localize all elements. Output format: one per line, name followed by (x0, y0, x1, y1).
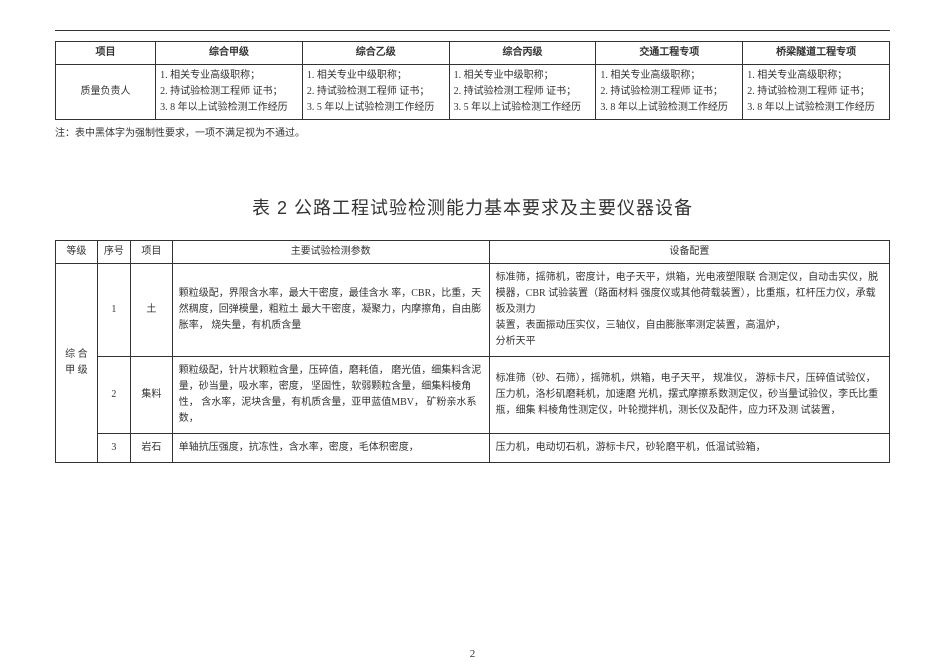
table-qualification: 项目 综合甲级 综合乙级 综合丙级 交通工程专项 桥梁隧道工程专项 质量负责人 … (55, 41, 890, 120)
t2-equip-2: 标准筛（砂、石筛），摇筛机，烘箱，电子天平， 规准仪， 游标卡尺，压碎值试验仪，… (489, 357, 889, 434)
t2-item-2: 集料 (131, 357, 173, 434)
t2-header-row: 等级 序号 项目 主要试验检测参数 设备配置 (56, 241, 890, 264)
t2-item-3: 岩石 (131, 434, 173, 463)
t2-row-2: 2 集料 颗粒级配，针片状颗粒含量，压碎值，磨耗值， 磨光值，细集料含泥量，砂当… (56, 357, 890, 434)
t1-c3: 1. 相关专业高级职称； 2. 持试验检测工程师 证书； 3. 8 年以上试验检… (596, 65, 743, 120)
t2-row-3: 3 岩石 单轴抗压强度，抗冻性，含水率，密度，毛体积密度， 压力机，电动切石机，… (56, 434, 890, 463)
t2-seq-3: 3 (97, 434, 130, 463)
t1-data-row: 质量负责人 1. 相关专业高级职称； 2. 持试验检测工程师 证书； 3. 8 … (56, 65, 890, 120)
t2-seq-2: 2 (97, 357, 130, 434)
t2-seq-1: 1 (97, 264, 130, 357)
t1-h1: 综合甲级 (156, 42, 303, 65)
t2-params-1: 颗粒级配，界限含水率，最大干密度，最佳含水 率，CBR，比重，天然稠度，回弹模量… (172, 264, 489, 357)
t1-h5: 桥梁隧道工程专项 (743, 42, 890, 65)
t1-h0: 项目 (56, 42, 156, 65)
t2-h3: 主要试验检测参数 (172, 241, 489, 264)
t2-equip-1: 标准筛，摇筛机，密度计，电子天平，烘箱，光电液塑限联 合测定仪，自动击实仪，脱模… (489, 264, 889, 357)
t2-h4: 设备配置 (489, 241, 889, 264)
t2-grade: 综 合 甲 级 (56, 264, 98, 463)
section-title: 表 2 公路工程试验检测能力基本要求及主要仪器设备 (55, 194, 890, 220)
t1-c2: 1. 相关专业中级职称； 2. 持试验检测工程师 证书； 3. 5 年以上试验检… (449, 65, 596, 120)
t2-row-1: 综 合 甲 级 1 土 颗粒级配，界限含水率，最大干密度，最佳含水 率，CBR，… (56, 264, 890, 357)
footnote: 注：表中黑体字为强制性要求，一项不满足视为不通过。 (55, 124, 890, 139)
t2-h2: 项目 (131, 241, 173, 264)
top-rule (55, 30, 890, 31)
t1-c4: 1. 相关专业高级职称； 2. 持试验检测工程师 证书； 3. 8 年以上试验检… (743, 65, 890, 120)
t2-item-1: 土 (131, 264, 173, 357)
table-equipment: 等级 序号 项目 主要试验检测参数 设备配置 综 合 甲 级 1 土 颗粒级配，… (55, 240, 890, 463)
t2-params-3: 单轴抗压强度，抗冻性，含水率，密度，毛体积密度， (172, 434, 489, 463)
t2-params-2: 颗粒级配，针片状颗粒含量，压碎值，磨耗值， 磨光值，细集料含泥量，砂当量，吸水率… (172, 357, 489, 434)
t1-h3: 综合丙级 (449, 42, 596, 65)
page-number: 2 (0, 648, 945, 660)
t1-c1: 1. 相关专业中级职称； 2. 持试验检测工程师 证书； 3. 5 年以上试验检… (302, 65, 449, 120)
t2-equip-3: 压力机，电动切石机，游标卡尺，砂轮磨平机，低温试验箱， (489, 434, 889, 463)
t1-h2: 综合乙级 (302, 42, 449, 65)
t1-c0: 1. 相关专业高级职称； 2. 持试验检测工程师 证书； 3. 8 年以上试验检… (156, 65, 303, 120)
t1-rowlabel: 质量负责人 (56, 65, 156, 120)
t1-h4: 交通工程专项 (596, 42, 743, 65)
t2-h1: 序号 (97, 241, 130, 264)
t1-header-row: 项目 综合甲级 综合乙级 综合丙级 交通工程专项 桥梁隧道工程专项 (56, 42, 890, 65)
t2-h0: 等级 (56, 241, 98, 264)
